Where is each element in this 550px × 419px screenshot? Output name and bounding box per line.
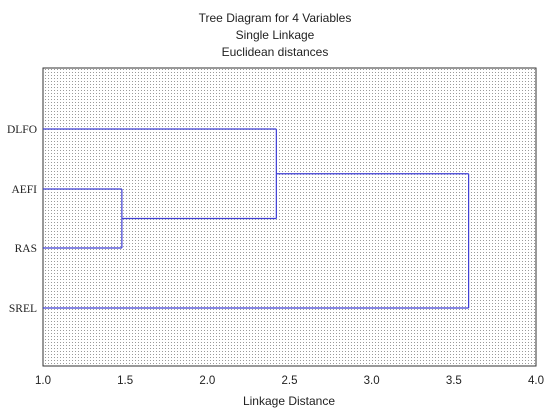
chart-subtitle: Single Linkage [236,28,315,42]
x-axis-label: Linkage Distance [243,394,335,408]
x-tick-label: 4.0 [528,375,544,387]
plot-dot-grid [43,68,536,366]
chart-title: Tree Diagram for 4 Variables [199,11,352,25]
x-tick-label: 3.5 [446,375,462,387]
chart-subtitle-2: Euclidean distances [222,45,329,59]
x-tick-label: 2.0 [199,375,215,387]
x-tick-label: 3.0 [364,375,380,387]
leaf-labels: DLFO AEFI RAS SREL [7,124,37,315]
x-axis-ticks: 1.0 1.5 2.0 2.5 3.0 3.5 4.0 [35,375,544,387]
dendrogram-links [43,128,470,309]
leaf-label-aefi: AEFI [11,184,37,196]
leaf-label-srel: SREL [9,303,37,315]
leaf-label-dlfo: DLFO [7,124,37,136]
leaf-label-ras: RAS [15,243,37,255]
x-tick-label: 1.0 [35,375,51,387]
x-tick-label: 1.5 [117,375,133,387]
plot-frame [42,67,537,367]
x-tick-label: 2.5 [282,375,298,387]
